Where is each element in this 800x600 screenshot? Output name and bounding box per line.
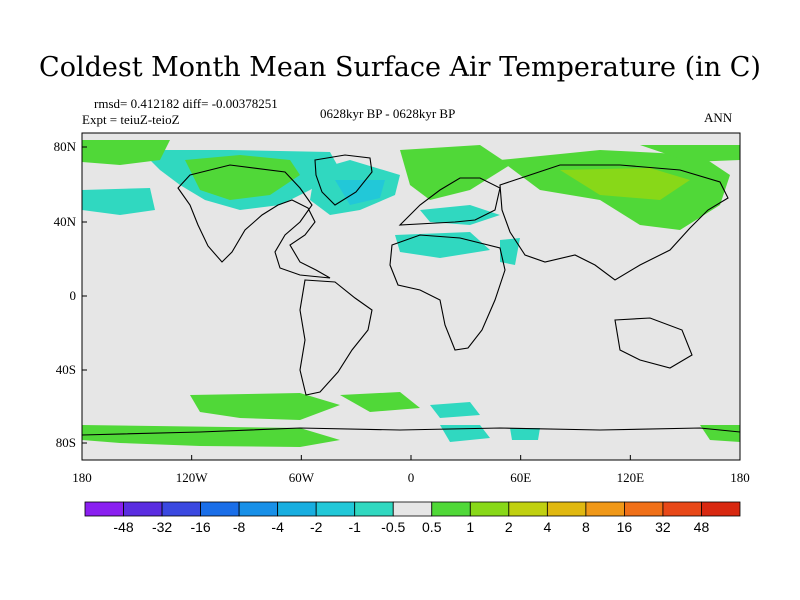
map-title: Coldest Month Mean Surface Air Temperatu… [39, 52, 761, 83]
colorbar-swatch [624, 501, 664, 517]
canada-anomaly-core [185, 155, 300, 200]
africa-coast [389, 234, 506, 351]
europe-coast [398, 177, 501, 226]
pacific-anomaly-field [82, 188, 155, 215]
south-indian-anomaly-field [430, 402, 480, 418]
colorbar-label: -0.5 [381, 519, 405, 535]
experiment-label: Expt = teiuZ-teioZ [82, 112, 180, 127]
colorbar-label: -16 [190, 519, 210, 535]
lat-label: 40S [56, 362, 76, 377]
colorbar-label: 0.5 [422, 519, 442, 535]
lon-label: 180 [730, 470, 750, 485]
siberia-anomaly-field [640, 145, 740, 162]
lon-label: 60W [289, 470, 315, 485]
colorbar-swatch [200, 501, 240, 517]
sahara-anomaly-field [395, 232, 490, 258]
australia-coast [614, 317, 693, 369]
colorbar-swatch [123, 501, 163, 517]
colorbar-label: 1 [466, 519, 474, 535]
colorbar-label: -32 [152, 519, 172, 535]
stats-text: rmsd= 0.412182 diff= -0.00378251 [94, 96, 278, 111]
mediterranean-anomaly-field [420, 205, 500, 225]
colorbar-label: 48 [694, 519, 710, 535]
colorbar-label: -8 [233, 519, 246, 535]
colorbar-swatch [662, 501, 702, 517]
colorbar-swatch [585, 501, 625, 517]
lon-label: 180 [72, 470, 92, 485]
colorbar-swatch [161, 501, 201, 517]
lat-label: 0 [70, 288, 77, 303]
colorbar-swatch [431, 501, 471, 517]
arctic-anomaly-field [82, 140, 170, 165]
antarctica-coast [81, 427, 741, 436]
south-atlantic-anomaly-field [340, 392, 420, 412]
colorbar-label: 32 [655, 519, 671, 535]
lon-label: 120E [617, 470, 645, 485]
colorbar-swatch [701, 501, 741, 517]
colorbar-swatch [392, 501, 433, 517]
southern-ocean-anomaly-field [190, 393, 340, 420]
lon-label: 60E [510, 470, 531, 485]
anomaly-fields [82, 140, 740, 447]
colorbar-label: -2 [310, 519, 323, 535]
lat-label: 80N [54, 139, 77, 154]
colorbar-swatch [315, 501, 356, 517]
colorbar-label: -4 [271, 519, 284, 535]
colorbar-swatch [84, 501, 124, 517]
north-america-coast [177, 164, 331, 279]
lon-label: 120W [176, 470, 209, 485]
coastlines [81, 154, 741, 436]
asia-coast [499, 164, 729, 281]
season-label: ANN [704, 110, 733, 125]
colorbar-label: 8 [582, 519, 590, 535]
colorbar-swatch [238, 501, 279, 517]
colorbar-label: 4 [543, 519, 551, 535]
colorbar-label: -48 [113, 519, 133, 535]
colorbar-label: 16 [617, 519, 633, 535]
colorbar-label: -1 [348, 519, 361, 535]
period-label: 0628kyr BP - 0628kyr BP [320, 106, 456, 121]
antarctic-ross-anomaly-field [510, 428, 540, 440]
colorbar-label: 2 [505, 519, 513, 535]
lat-label: 40N [54, 214, 77, 229]
asia-anomaly-core [560, 168, 690, 200]
greenland-anomaly-core [335, 180, 385, 205]
antarctic-coast-anomaly-field [82, 425, 340, 447]
greenland-coast [314, 154, 373, 206]
colorbar-swatch [354, 501, 394, 517]
colorbar-swatch [546, 501, 587, 517]
colorbar: -48 -32 -16 -8 -4 -2 -1 -0.5 0.5 1 2 4 8 16 32 48 [84, 501, 741, 535]
europe-anomaly-field [400, 145, 510, 200]
lon-label: 0 [408, 470, 415, 485]
lat-label: 80S [56, 435, 76, 450]
map-axes: 80N 40N 0 40S 80S 180 120W 60W 0 60E 120E 180 [54, 139, 750, 485]
colorbar-swatch [277, 501, 317, 517]
south-america-coast [299, 279, 373, 396]
colorbar-swatch [469, 501, 510, 517]
colorbar-swatch [508, 501, 548, 517]
arabia-anomaly-field [500, 238, 520, 265]
